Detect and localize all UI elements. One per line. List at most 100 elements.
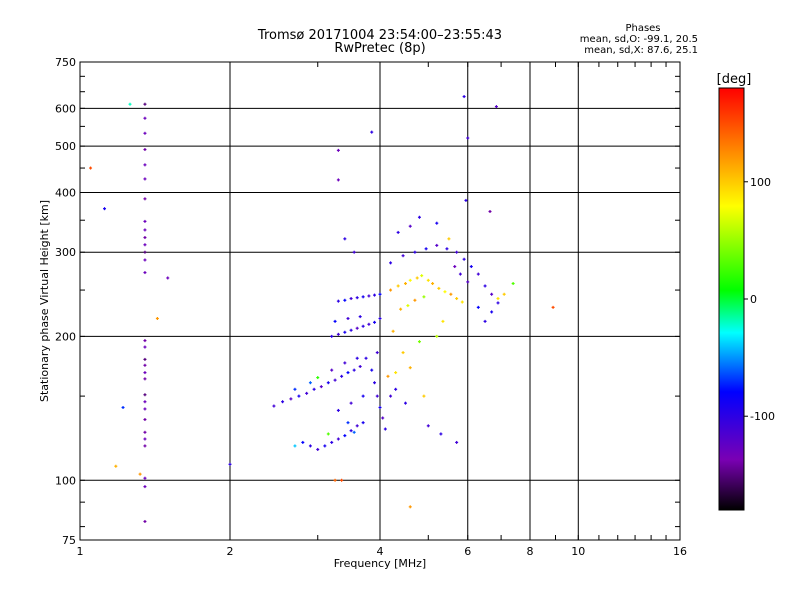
data-point	[143, 102, 147, 106]
data-point	[143, 476, 147, 480]
x-axis-ticks: 1 2 4 6 8 10 16	[77, 62, 687, 558]
data-point	[370, 368, 374, 372]
data-point	[326, 432, 330, 436]
y-tick-label: 750	[55, 56, 76, 69]
data-point	[143, 243, 147, 247]
data-point	[422, 295, 426, 299]
data-point	[349, 401, 353, 405]
data-point	[143, 393, 147, 397]
data-point	[424, 247, 428, 251]
data-point	[494, 105, 498, 109]
data-point	[352, 368, 356, 372]
x-tick-label: 2	[227, 545, 234, 558]
data-point	[389, 288, 393, 292]
data-point	[466, 280, 470, 284]
data-point	[375, 351, 379, 355]
data-point	[408, 278, 412, 282]
data-point	[343, 330, 347, 334]
data-point	[496, 297, 500, 301]
data-point	[373, 381, 377, 385]
data-point	[358, 364, 362, 368]
colorbar-label: [deg]	[717, 72, 752, 87]
data-point	[389, 261, 393, 265]
data-point	[281, 400, 285, 404]
colorbar-tick-label: 100	[750, 176, 771, 189]
data-point	[114, 464, 118, 468]
data-point	[389, 394, 393, 398]
data-point	[143, 148, 147, 152]
data-point	[333, 478, 337, 482]
data-point	[401, 254, 405, 258]
data-point	[143, 177, 147, 181]
x-tick-label: 4	[377, 545, 384, 558]
data-point	[511, 282, 515, 286]
chart-title-line2: RwPretec (8p)	[334, 41, 425, 56]
data-point	[143, 131, 147, 135]
colorbar-tick-label: -100	[750, 410, 775, 423]
data-point	[143, 163, 147, 167]
data-point	[361, 324, 365, 328]
data-point	[466, 136, 470, 140]
data-point	[308, 381, 312, 385]
data-point	[143, 357, 147, 361]
data-point	[460, 300, 464, 304]
gridlines	[80, 62, 680, 540]
data-point	[408, 224, 412, 228]
data-point	[476, 272, 480, 276]
data-point	[370, 130, 374, 134]
data-point	[462, 257, 466, 261]
data-point	[330, 368, 334, 372]
data-point	[381, 416, 385, 420]
chart-title-line1: Tromsø 20171004 23:54:00–23:55:43	[257, 28, 502, 43]
data-point	[316, 447, 320, 451]
stats-line-o: mean, sd,O: -99.1, 20.5	[580, 34, 698, 45]
data-point	[336, 437, 340, 441]
data-point	[336, 178, 340, 182]
data-point	[426, 278, 430, 282]
data-point	[367, 322, 371, 326]
scatter-points	[89, 95, 555, 523]
colorbar-tick-label: 0	[750, 293, 757, 306]
data-point	[458, 272, 462, 276]
data-point	[346, 371, 350, 375]
data-point	[403, 401, 407, 405]
data-point	[439, 432, 443, 436]
data-point	[326, 381, 330, 385]
stats-heading: Phases	[625, 23, 660, 34]
data-point	[435, 221, 439, 225]
data-point	[143, 250, 147, 254]
x-tick-label: 6	[464, 545, 471, 558]
data-point	[443, 290, 447, 294]
data-point	[413, 250, 417, 254]
data-point	[417, 340, 421, 344]
data-point	[355, 296, 359, 300]
data-point	[364, 356, 368, 360]
data-point	[293, 444, 297, 448]
data-point	[330, 334, 334, 338]
x-tick-label: 10	[571, 545, 585, 558]
data-point	[367, 294, 371, 298]
data-point	[408, 505, 412, 509]
data-point	[121, 405, 125, 409]
data-point	[308, 444, 312, 448]
x-tick-label: 8	[527, 545, 534, 558]
data-point	[343, 237, 347, 241]
data-point	[373, 320, 377, 324]
data-point	[403, 282, 407, 286]
data-point	[166, 276, 170, 280]
data-point	[349, 429, 353, 433]
colorbar	[718, 87, 745, 511]
data-point	[293, 387, 297, 391]
data-point	[358, 315, 362, 319]
y-axis-label: Stationary phase Virtual Height [km]	[38, 200, 51, 402]
data-point	[361, 421, 365, 425]
data-point	[305, 391, 309, 395]
data-point	[155, 316, 159, 320]
data-point	[340, 478, 344, 482]
data-point	[490, 310, 494, 314]
y-tick-label: 200	[55, 330, 76, 343]
data-point	[375, 394, 379, 398]
data-point	[143, 116, 147, 120]
data-point	[143, 430, 147, 434]
